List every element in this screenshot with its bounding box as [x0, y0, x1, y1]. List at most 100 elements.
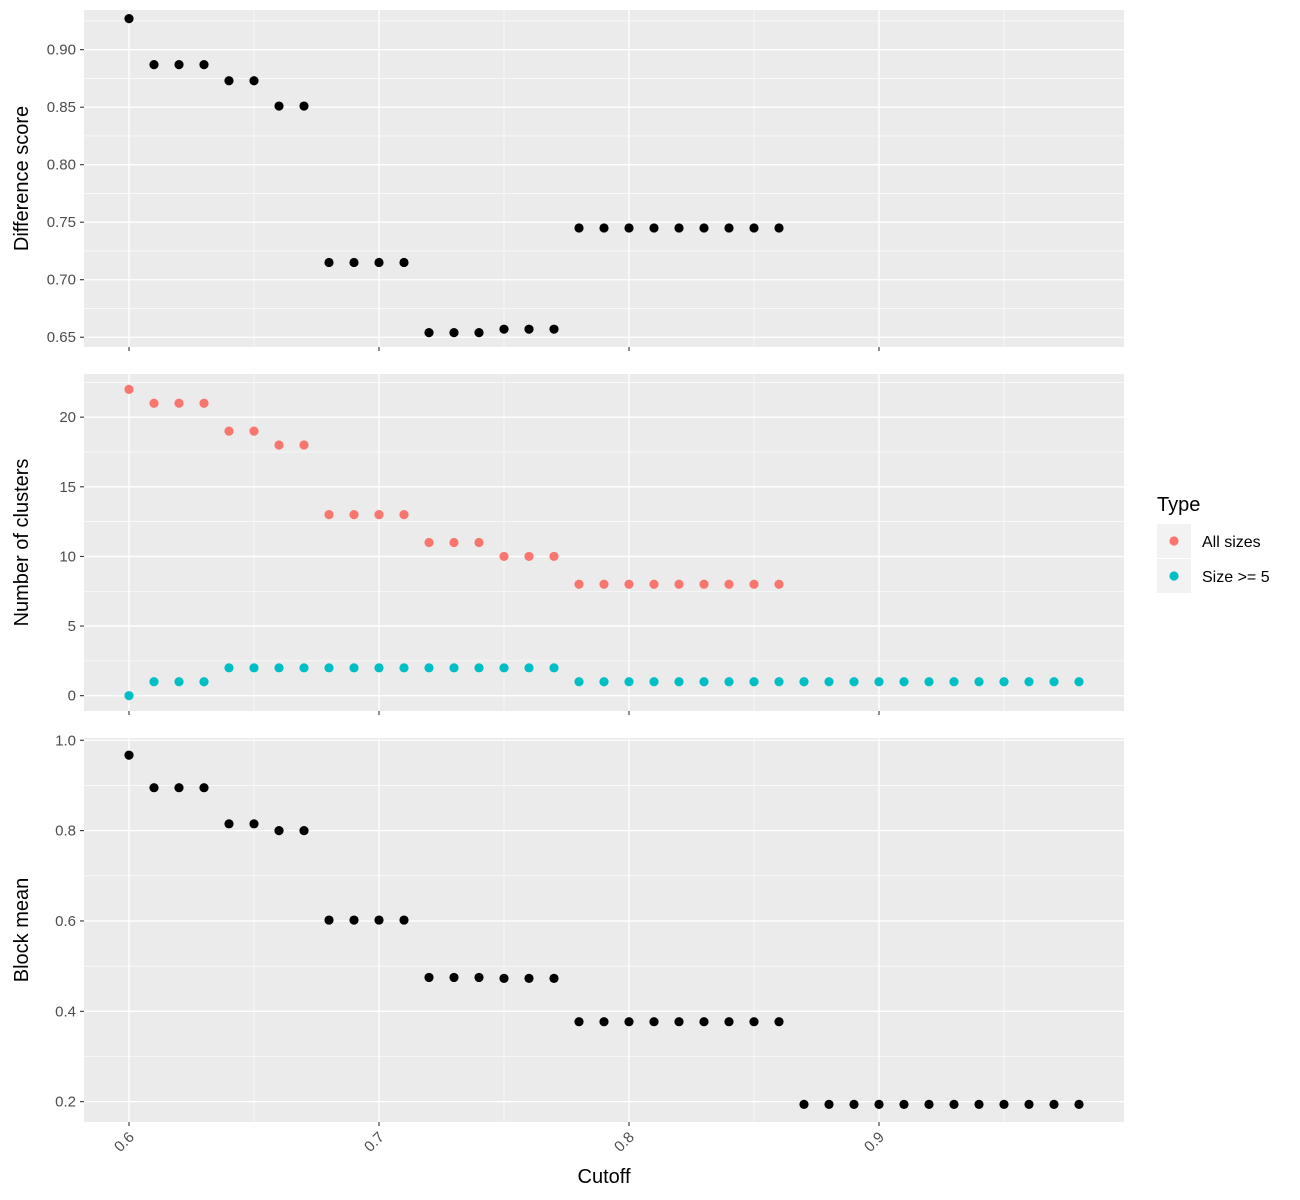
- data-point: [924, 677, 934, 687]
- data-point: [324, 915, 334, 925]
- y-axis-title: Difference score: [11, 106, 33, 251]
- data-point: [474, 537, 484, 548]
- data-point: [799, 1099, 809, 1109]
- data-point: [299, 826, 309, 836]
- data-point: [349, 663, 359, 673]
- data-point: [674, 223, 684, 233]
- data-point: [374, 663, 384, 673]
- data-point: [499, 973, 509, 983]
- data-point: [624, 223, 634, 233]
- data-point: [424, 663, 434, 673]
- panel-background: [84, 10, 1124, 347]
- data-point: [774, 677, 784, 687]
- data-point: [849, 1099, 859, 1109]
- data-point: [199, 398, 209, 408]
- data-point: [549, 551, 559, 562]
- data-point: [749, 1017, 759, 1027]
- legend-entry: Size >= 5: [1157, 559, 1270, 593]
- y-tick-label: 0.4: [55, 1003, 76, 1020]
- data-point: [1074, 1099, 1084, 1109]
- data-point: [124, 384, 134, 394]
- x-tick-labels: 0.6 0.7 0.8 0.9: [111, 1129, 888, 1156]
- data-point: [999, 1099, 1009, 1109]
- y-tick-label: 10: [59, 548, 76, 565]
- panel-background: [84, 738, 1124, 1122]
- data-point: [774, 223, 784, 233]
- data-point: [249, 426, 259, 436]
- data-point: [274, 101, 284, 111]
- y-tick-label: 20: [59, 409, 76, 426]
- data-point: [499, 663, 509, 673]
- data-point: [824, 677, 834, 687]
- data-point: [749, 579, 759, 589]
- data-point: [674, 579, 684, 589]
- data-point: [574, 1017, 584, 1027]
- data-point: [249, 76, 259, 86]
- series-all-sizes: [124, 384, 784, 589]
- legend-key-point: [1169, 571, 1179, 581]
- data-point: [349, 915, 359, 925]
- data-point: [274, 440, 284, 450]
- data-point: [624, 677, 634, 687]
- y-tick-label: 15: [59, 479, 76, 496]
- data-point: [724, 579, 734, 589]
- data-point: [124, 14, 134, 24]
- data-point: [774, 1017, 784, 1027]
- data-point: [199, 677, 209, 687]
- data-point: [624, 579, 634, 589]
- data-point: [199, 60, 209, 70]
- data-point: [249, 663, 259, 673]
- y-tick-label: 0.6: [55, 913, 76, 930]
- data-point: [349, 257, 359, 268]
- data-point: [874, 1099, 884, 1109]
- data-point: [724, 677, 734, 687]
- data-point: [649, 1017, 659, 1027]
- data-point: [449, 328, 459, 338]
- data-point: [224, 819, 234, 829]
- data-point: [524, 551, 534, 562]
- data-point: [899, 677, 909, 687]
- data-point: [374, 510, 384, 520]
- data-point: [524, 324, 534, 334]
- data-point: [249, 819, 259, 829]
- data-point: [749, 677, 759, 687]
- data-point: [449, 537, 459, 548]
- data-point: [599, 677, 609, 687]
- data-point: [399, 257, 409, 268]
- x-tick-label: 0.6: [111, 1129, 138, 1156]
- data-point: [499, 324, 509, 334]
- y-tick-label: 0.85: [47, 99, 76, 116]
- data-point: [774, 579, 784, 589]
- data-point: [799, 677, 809, 687]
- panel-difference: 0.65 0.70 0.75 0.80 0.85 0.90 Difference score: [11, 10, 1124, 351]
- data-point: [174, 398, 184, 408]
- series-block: [124, 750, 1084, 1109]
- data-point: [224, 76, 234, 86]
- legend-key-point: [1169, 536, 1179, 546]
- legend-label: All sizes: [1202, 534, 1261, 551]
- data-point: [999, 677, 1009, 687]
- y-tick-label: 0.65: [47, 329, 76, 346]
- data-point: [299, 101, 309, 111]
- data-point: [1049, 677, 1059, 687]
- data-point: [1049, 1099, 1059, 1109]
- data-point: [449, 972, 459, 983]
- data-point: [374, 257, 384, 268]
- data-point: [699, 579, 709, 589]
- data-point: [324, 257, 334, 268]
- data-point: [874, 677, 884, 687]
- data-point: [274, 826, 284, 836]
- y-tick-label: 5: [68, 618, 76, 635]
- data-point: [1024, 677, 1034, 687]
- y-tick-label: 1.0: [55, 732, 76, 749]
- data-point: [124, 691, 134, 701]
- data-point: [549, 973, 559, 983]
- legend-label: Size >= 5: [1202, 569, 1270, 586]
- data-point: [574, 223, 584, 233]
- data-point: [899, 1099, 909, 1109]
- data-point: [499, 551, 509, 562]
- data-point: [824, 1099, 834, 1109]
- legend: Type All sizes Size >= 5: [1157, 494, 1270, 593]
- data-point: [674, 677, 684, 687]
